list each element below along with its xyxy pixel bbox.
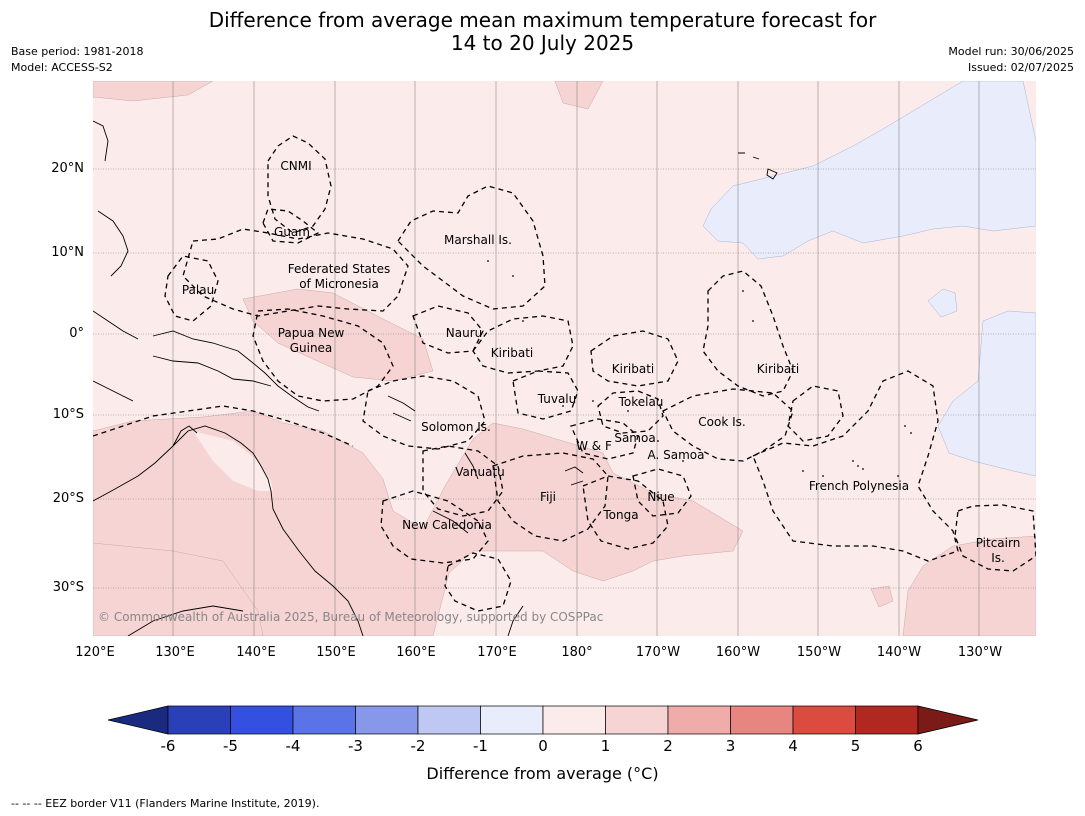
region-pitcairn-line1: Pitcairn [975,536,1021,550]
region-kiribati-west: Kiribati [490,346,534,360]
colorbar-extend-high [917,705,979,735]
lon-label-170w: 170°W [635,645,681,660]
lat-label-20s: 20°S [52,491,84,506]
near-normal-patch [193,431,273,491]
lon-label-160w: 160°W [715,645,761,660]
lon-label-140e: 140°E [236,645,276,660]
lon-label-150e: 150°E [316,645,356,660]
region-palau: Palau [181,283,215,297]
region-pitcairn-line2: Is. [991,551,1005,565]
lat-label-10s: 10°S [52,407,84,422]
lon-label-160e: 160°E [396,645,436,660]
colorbar-swatch [167,705,231,735]
graticule-latitude [93,168,1036,589]
colorbar-tick-label: 2 [663,737,673,755]
colorbar-swatch [230,705,294,735]
colorbar-swatch [792,705,856,735]
lat-label-10n: 10°N [51,245,84,260]
region-png-line2: Guinea [289,341,333,355]
colorbar-tick-label: -2 [410,737,426,755]
colorbar-swatch [355,705,419,735]
copyright-notice: © Commonwealth of Australia 2025, Bureau… [98,610,604,624]
lon-label-170e: 170°E [477,645,517,660]
eez-borders [93,135,1036,612]
region-nauru: Nauru [445,326,483,340]
colorbar-tick-label: -5 [223,737,238,755]
lon-label-130w: 130°W [957,645,1003,660]
region-tuvalu: Tuvalu [537,392,577,406]
colorbar-swatch [480,705,544,735]
coastlines [93,120,778,636]
lon-label-180: 180° [561,645,593,660]
region-kiribati-east: Kiribati [756,362,800,376]
lon-label-120e: 120°E [75,645,115,660]
colorbar [107,705,979,735]
lon-label-140w: 140°W [876,645,922,660]
region-tokelau: Tokelau [618,395,664,409]
map-canvas [93,81,1036,636]
region-american-samoa: A. Samoa [647,448,705,462]
colorbar-swatch [605,705,669,735]
colorbar-tick-label: -6 [160,737,176,755]
graticule-longitude [172,81,980,636]
colorbar-tick-label: 3 [725,737,736,755]
region-marshall: Marshall Is. [444,233,512,247]
colorbar-swatch [730,705,794,735]
cool-anomaly-areas [702,81,1036,477]
map-panel [93,81,1036,636]
region-french-polynesia: French Polynesia [808,479,910,493]
colorbar-tick-label: -3 [348,737,363,755]
eez-footnote: -- -- -- EEZ border V11 (Flanders Marine… [11,797,320,810]
lat-label-20n: 20°N [51,161,84,176]
lat-label-equator: 0° [69,326,84,341]
colorbar-tick-label: 6 [913,737,923,755]
colorbar-swatch [292,705,356,735]
lat-label-30s: 30°S [52,580,84,595]
model-name: Model: ACCESS-S2 [11,61,113,74]
colorbar-tick-label: -4 [285,737,301,755]
colorbar-swatch [855,705,919,735]
base-period: Base period: 1981-2018 [11,45,144,58]
region-kiribati-central: Kiribati [611,362,655,376]
colorbar-swatch [667,705,731,735]
region-fsm-line2: of Micronesia [299,277,379,291]
issued-date: Issued: 02/07/2025 [967,61,1074,74]
colorbar-swatch [417,705,481,735]
region-wallis-futuna: W & F [576,439,612,453]
colorbar-extend-low [107,705,169,735]
map-title-line1: Difference from average mean maximum tem… [208,8,877,32]
region-fsm-line1: Federated States [287,262,391,276]
lon-label-130e: 130°E [155,645,195,660]
region-tonga: Tonga [603,508,639,522]
colorbar-tick-label: 4 [788,737,798,755]
region-cnmi: CNMI [280,159,312,173]
region-vanuatu: Vanuatu [455,465,505,479]
region-solomon: Solomon Is. [421,420,491,434]
region-new-caledonia: New Caledonia [402,518,492,532]
region-guam: Guam [274,225,310,239]
region-niue: Niue [647,490,675,504]
colorbar-tick-label: 0 [538,737,548,755]
colorbar-swatch [542,705,606,735]
region-samoa: Samoa [614,431,656,445]
colorbar-tick-label: -1 [473,737,488,755]
region-png-line1: Papua New [277,326,345,340]
map-title-line2: 14 to 20 July 2025 [450,31,635,55]
small-islands [487,260,912,477]
lon-label-150w: 150°W [796,645,842,660]
colorbar-tick-label: 5 [850,737,861,755]
model-run: Model run: 30/06/2025 [948,45,1074,58]
region-fiji: Fiji [539,490,557,504]
region-cook: Cook Is. [698,415,746,429]
colorbar-tick-label: 1 [600,737,611,755]
colorbar-label: Difference from average (°C) [426,764,659,783]
